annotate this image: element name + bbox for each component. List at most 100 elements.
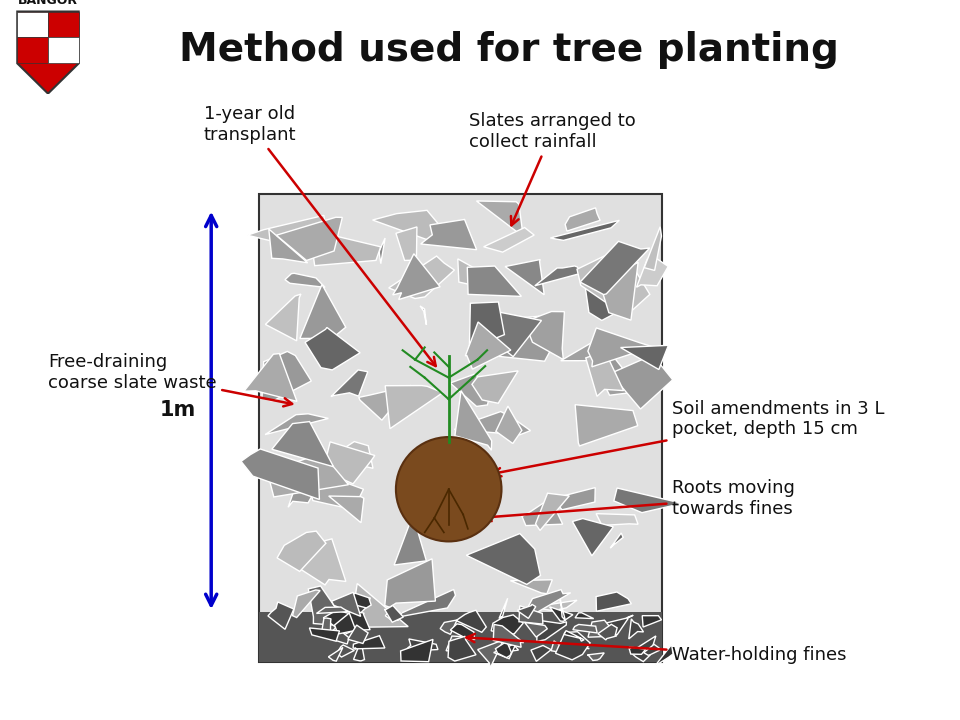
Polygon shape <box>268 456 348 497</box>
Polygon shape <box>288 472 321 508</box>
Polygon shape <box>385 386 443 428</box>
Polygon shape <box>524 312 564 359</box>
Polygon shape <box>342 611 371 631</box>
Ellipse shape <box>396 437 501 541</box>
Polygon shape <box>564 636 589 649</box>
Polygon shape <box>524 622 547 637</box>
Polygon shape <box>565 208 600 231</box>
Polygon shape <box>575 405 637 446</box>
Polygon shape <box>511 580 552 594</box>
Polygon shape <box>48 37 79 63</box>
Polygon shape <box>520 590 571 622</box>
Polygon shape <box>248 215 328 251</box>
Text: 1-year old
transplant: 1-year old transplant <box>204 105 436 366</box>
Polygon shape <box>389 256 454 299</box>
Polygon shape <box>605 618 628 635</box>
Polygon shape <box>268 602 294 629</box>
Polygon shape <box>588 620 616 637</box>
FancyBboxPatch shape <box>259 194 662 662</box>
Polygon shape <box>400 639 433 662</box>
Polygon shape <box>491 311 541 356</box>
Polygon shape <box>241 449 320 500</box>
Polygon shape <box>396 227 417 261</box>
Polygon shape <box>324 442 374 484</box>
Polygon shape <box>642 616 661 627</box>
Text: Free-draining
coarse slate waste: Free-draining coarse slate waste <box>48 353 292 406</box>
Polygon shape <box>522 498 563 526</box>
Polygon shape <box>341 598 371 616</box>
Polygon shape <box>561 333 608 361</box>
Polygon shape <box>17 12 48 37</box>
Polygon shape <box>326 628 348 644</box>
Polygon shape <box>495 642 512 657</box>
Polygon shape <box>586 351 624 396</box>
Polygon shape <box>493 624 523 647</box>
Polygon shape <box>385 608 401 621</box>
Polygon shape <box>276 217 343 261</box>
Polygon shape <box>311 230 381 266</box>
Polygon shape <box>262 351 311 401</box>
Polygon shape <box>550 220 619 240</box>
Polygon shape <box>324 603 363 634</box>
Polygon shape <box>406 639 438 652</box>
Polygon shape <box>466 322 511 369</box>
Polygon shape <box>517 604 536 618</box>
Polygon shape <box>536 493 569 531</box>
Polygon shape <box>385 559 436 607</box>
Polygon shape <box>455 391 492 450</box>
Polygon shape <box>309 628 340 642</box>
Polygon shape <box>348 625 368 644</box>
FancyBboxPatch shape <box>259 612 662 662</box>
Polygon shape <box>599 262 638 320</box>
Polygon shape <box>532 600 577 611</box>
Polygon shape <box>577 248 650 316</box>
Polygon shape <box>385 606 403 622</box>
Polygon shape <box>476 201 523 237</box>
Polygon shape <box>586 287 649 320</box>
Polygon shape <box>573 624 597 633</box>
Polygon shape <box>454 412 531 435</box>
Polygon shape <box>441 620 457 634</box>
Polygon shape <box>293 590 320 618</box>
Polygon shape <box>629 619 643 639</box>
Polygon shape <box>631 636 656 662</box>
Polygon shape <box>305 328 360 370</box>
Polygon shape <box>553 487 595 510</box>
Polygon shape <box>353 636 385 649</box>
Polygon shape <box>331 593 361 616</box>
Polygon shape <box>611 533 623 548</box>
Polygon shape <box>560 600 565 621</box>
Polygon shape <box>359 385 411 420</box>
Text: 1m: 1m <box>159 400 196 420</box>
Polygon shape <box>310 474 364 510</box>
Polygon shape <box>611 355 673 409</box>
Polygon shape <box>556 631 590 660</box>
Polygon shape <box>389 590 455 618</box>
Polygon shape <box>244 354 297 402</box>
Polygon shape <box>334 613 356 634</box>
Text: Slates arranged to
collect rainfall: Slates arranged to collect rainfall <box>468 112 636 225</box>
Polygon shape <box>580 241 650 294</box>
Polygon shape <box>497 634 518 651</box>
Polygon shape <box>17 37 48 63</box>
Polygon shape <box>496 406 522 444</box>
Polygon shape <box>372 210 444 246</box>
Polygon shape <box>644 227 661 271</box>
Polygon shape <box>484 228 534 252</box>
Polygon shape <box>531 645 551 662</box>
Polygon shape <box>575 613 593 618</box>
Polygon shape <box>321 618 331 636</box>
Polygon shape <box>345 606 357 613</box>
Text: Soil amendments in 3 L
pocket, depth 15 cm: Soil amendments in 3 L pocket, depth 15 … <box>492 400 884 477</box>
Polygon shape <box>341 593 372 608</box>
Polygon shape <box>331 370 368 397</box>
Polygon shape <box>478 640 504 668</box>
Polygon shape <box>272 422 333 467</box>
Polygon shape <box>265 294 300 341</box>
Polygon shape <box>280 457 317 482</box>
Polygon shape <box>446 636 465 652</box>
Polygon shape <box>468 266 521 297</box>
Polygon shape <box>519 606 542 624</box>
Polygon shape <box>629 647 646 654</box>
Text: Method used for tree planting: Method used for tree planting <box>179 32 839 69</box>
